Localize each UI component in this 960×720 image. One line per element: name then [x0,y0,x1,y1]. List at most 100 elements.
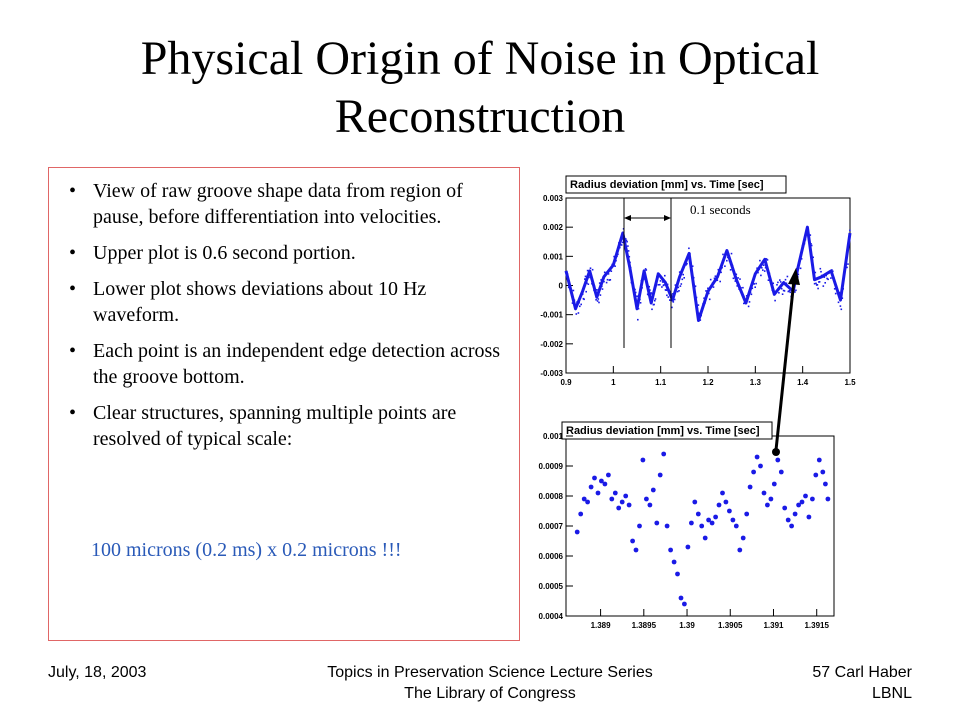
data-point [827,278,829,281]
data-point [664,523,670,529]
data-point [798,262,801,265]
data-point [685,264,687,266]
data-point [695,296,698,299]
data-point [706,517,711,523]
data-point [698,312,701,315]
data-point [744,301,746,304]
data-point [574,529,580,535]
data-point [658,274,660,276]
y-tick-label: -0.002 [540,340,563,349]
data-point [732,277,735,280]
data-point [731,264,734,267]
data-point [626,240,628,243]
data-point [771,289,773,291]
x-tick-label: 1.3905 [718,621,743,630]
data-point [664,274,666,277]
data-point [696,307,699,310]
data-point [776,284,778,286]
data-point [775,457,781,463]
data-point [762,269,764,271]
data-point [803,242,806,245]
data-point [688,247,690,250]
plot-title-box [565,175,787,194]
data-point [744,511,750,517]
data-point [751,287,754,290]
data-point [782,505,788,511]
data-point [800,258,803,260]
data-point [708,292,710,295]
y-tick-label: 0.001 [543,252,564,261]
data-point [785,517,791,523]
data-point [615,259,617,262]
data-point [816,284,819,286]
data-point [838,291,841,294]
data-point [716,279,719,281]
data-point [742,286,744,289]
data-point [659,283,661,286]
bullet-text: Clear structures, spanning multiple poin… [93,402,457,450]
data-point [705,290,707,292]
data-point [642,276,645,279]
data-point [802,242,805,245]
arrowhead-left-icon [624,215,631,221]
data-point [620,244,623,246]
data-point [573,299,576,301]
data-point [764,266,767,269]
x-tick-label: 1.389 [591,621,612,630]
data-point [821,275,824,278]
footer-affiliation: LBNL [871,685,912,702]
data-point [828,272,830,274]
data-point [825,496,831,502]
data-point [825,274,827,277]
data-point [654,520,660,526]
data-point [632,283,634,285]
footer-date: July, 18, 2003 [48,664,147,681]
data-point [807,235,809,238]
data-point [661,451,667,457]
data-point [829,270,831,273]
data-point [689,520,694,526]
data-point [672,301,675,303]
data-point [760,274,762,277]
data-point [643,275,645,277]
data-point [799,499,805,505]
data-point [747,305,750,308]
data-point [810,243,812,245]
bullet-icon: • [69,242,77,264]
data-point [636,295,638,297]
data-point [605,281,608,284]
data-point [595,299,597,301]
data-point [720,271,722,274]
data-point [691,265,694,267]
data-point [797,273,800,276]
data-point [592,475,597,481]
data-point [585,290,587,293]
data-point [613,255,615,258]
data-point [619,246,621,249]
data-point [848,239,850,241]
data-point [661,286,663,288]
data-point [834,292,837,295]
data-point [750,293,753,296]
x-tick-label: 1.3895 [632,621,657,630]
data-point [572,289,575,292]
data-point [746,298,749,301]
data-point [706,294,708,296]
data-point [832,270,834,273]
data-point [575,313,578,315]
data-point [608,279,611,281]
data-point [642,274,644,277]
data-point [602,481,608,487]
data-point [667,296,670,298]
data-point [581,293,583,296]
data-point [727,508,732,514]
data-point [819,267,822,270]
data-point [830,277,832,279]
data-point [663,284,665,286]
footer-right: 57 Carl Haber LBNL [760,662,912,704]
data-point [734,280,737,282]
data-point [847,263,849,265]
data-point [627,250,630,252]
data-point [724,265,726,267]
data-point [816,457,822,463]
